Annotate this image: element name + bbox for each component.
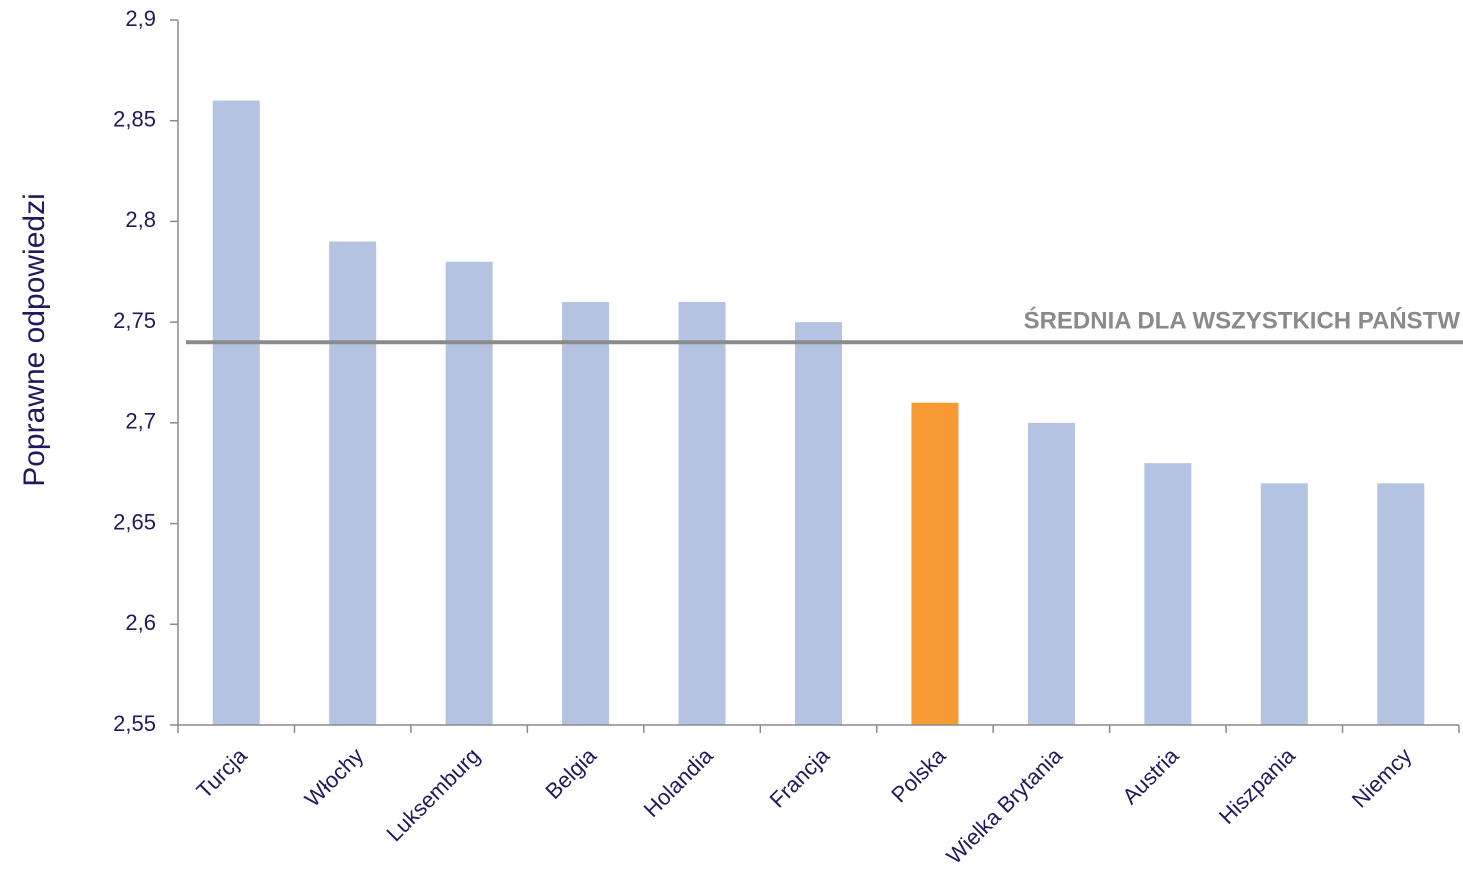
- bar: [678, 302, 726, 725]
- bar: [329, 241, 377, 726]
- bar: [562, 302, 610, 725]
- x-tick-label: Wielka Brytania: [941, 742, 1067, 868]
- y-tick-label: 2,85: [113, 107, 156, 132]
- x-tick-label: Holandia: [639, 742, 719, 822]
- y-tick-label: 2,75: [113, 308, 156, 333]
- x-tick-label: Hiszpania: [1214, 742, 1301, 829]
- y-tick-label: 2,9: [125, 6, 156, 31]
- y-tick-label: 2,55: [113, 711, 156, 736]
- bar: [1260, 483, 1308, 725]
- y-tick-label: 2,65: [113, 509, 156, 534]
- x-tick-label: Niemcy: [1347, 743, 1417, 813]
- y-axis-label: Poprawne odpowiedzi: [18, 193, 51, 487]
- reference-label: ŚREDNIA DLA WSZYSTKICH PAŃSTW: [1024, 307, 1461, 335]
- bar: [445, 261, 493, 725]
- bar: [1027, 422, 1075, 725]
- x-tick-label: Turcja: [192, 742, 253, 803]
- x-tick-label: Luksemburg: [381, 743, 484, 846]
- y-tick-label: 2,8: [125, 207, 156, 232]
- x-tick-label: Włochy: [300, 743, 369, 812]
- bar: [911, 402, 959, 725]
- bar: [795, 322, 842, 725]
- x-tick-label: Francja: [765, 742, 835, 812]
- bar: [212, 100, 260, 726]
- y-tick-label: 2,7: [125, 409, 156, 434]
- x-tick-label: Austria: [1117, 742, 1184, 809]
- x-tick-label: Polska: [886, 742, 951, 807]
- y-tick-label: 2,6: [125, 610, 156, 635]
- bar: [1144, 463, 1192, 725]
- bar: [1377, 483, 1425, 725]
- x-tick-label: Belgia: [540, 742, 601, 803]
